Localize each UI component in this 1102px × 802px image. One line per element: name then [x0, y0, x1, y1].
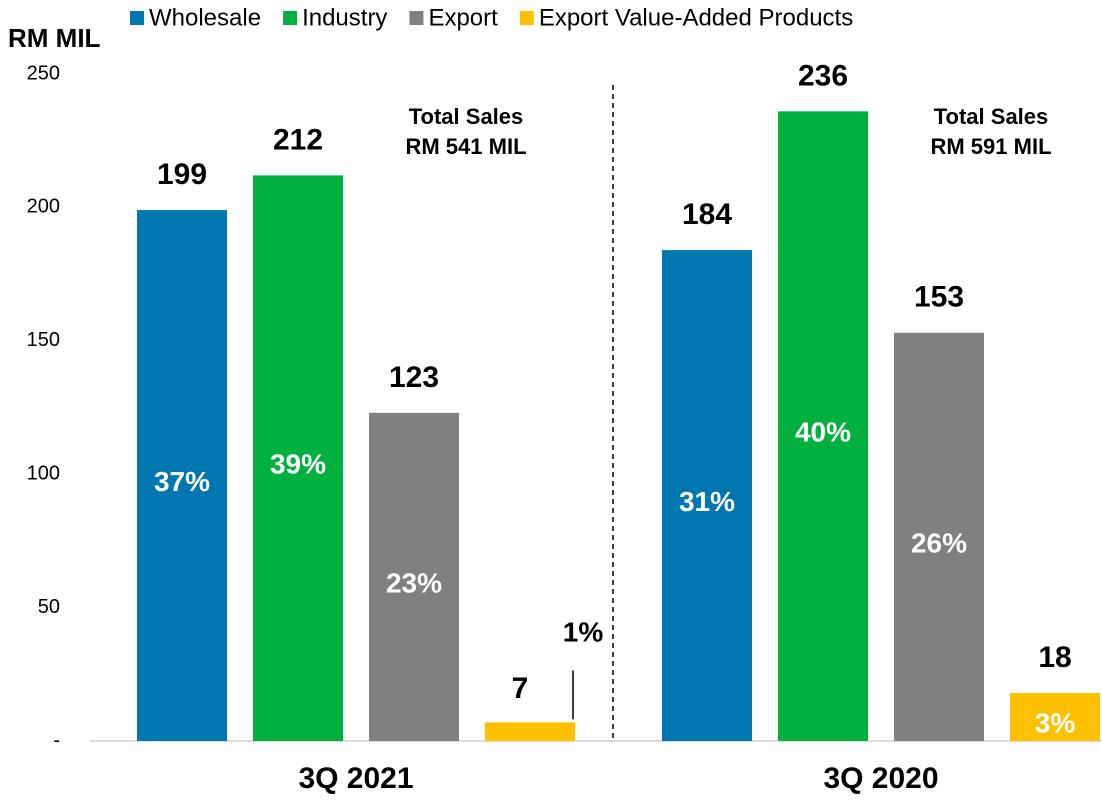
x-tick-label: 3Q 2020 [823, 762, 938, 795]
annotation: Total Sales [409, 104, 524, 129]
x-tick-label: 3Q 2021 [298, 762, 413, 795]
bar [778, 111, 868, 742]
percent-label: 37% [154, 466, 210, 497]
value-label: 153 [914, 281, 964, 314]
legend-swatch [283, 11, 298, 25]
legend-swatch [130, 11, 144, 25]
y-axis-label: RM MIL [8, 23, 101, 53]
annotation: Total Sales [934, 104, 1049, 129]
value-label: 212 [273, 123, 323, 156]
bar [253, 175, 343, 741]
legend-label: Export [428, 4, 498, 31]
annotation: RM 591 MIL [930, 134, 1051, 159]
percent-label: 1% [563, 617, 604, 648]
y-tick-label: - [53, 729, 60, 751]
value-label: 184 [682, 198, 732, 231]
percent-label: 31% [679, 486, 735, 517]
y-tick-label: 100 [27, 462, 60, 484]
value-label: 199 [157, 158, 207, 191]
percent-label: 26% [911, 527, 967, 558]
bar [485, 722, 575, 741]
value-label: 7 [512, 672, 529, 705]
percent-label: 40% [795, 417, 851, 448]
bar [662, 250, 752, 741]
value-label: 236 [798, 59, 848, 92]
bar [369, 412, 459, 741]
y-tick-label: 50 [38, 596, 60, 618]
bar [1010, 692, 1100, 741]
percent-label: 23% [386, 567, 442, 598]
legend-swatch [409, 11, 424, 25]
annotation: RM 541 MIL [405, 134, 526, 159]
legend-label: Industry [302, 4, 387, 31]
y-tick-label: 200 [27, 196, 60, 218]
y-tick-label: 250 [27, 62, 60, 84]
legend-label: Wholesale [149, 4, 261, 31]
value-label: 123 [389, 361, 439, 394]
bar [137, 210, 227, 741]
value-label: 18 [1038, 641, 1071, 674]
percent-label: 3% [1035, 707, 1076, 738]
bar [894, 332, 984, 741]
y-tick-label: 150 [27, 329, 60, 351]
legend-label: Export Value-Added Products [539, 4, 853, 31]
legend-swatch [519, 11, 534, 25]
percent-label: 39% [270, 449, 326, 480]
